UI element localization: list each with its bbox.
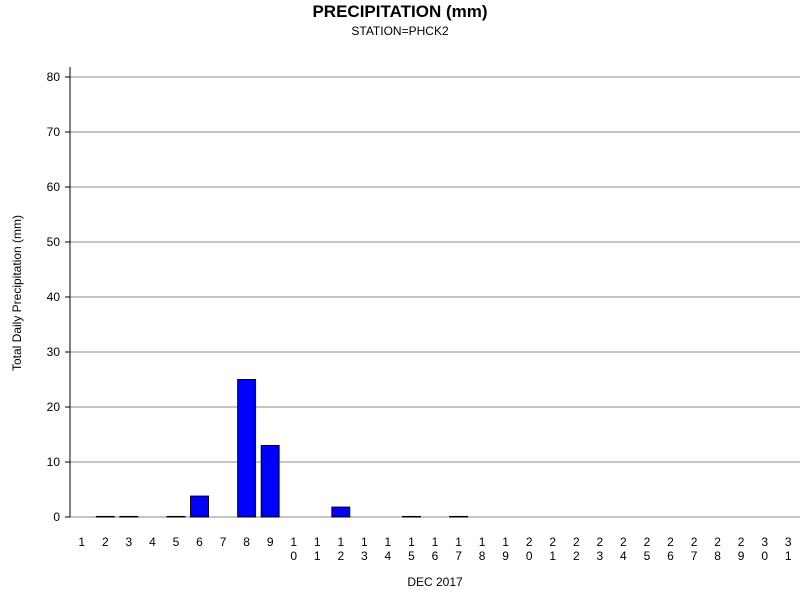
chart-title: PRECIPITATION (mm): [312, 2, 487, 21]
x-tick-label: 2: [102, 535, 109, 549]
y-tick-label: 10: [47, 455, 61, 469]
bar: [166, 515, 186, 518]
y-tick-label: 60: [47, 180, 61, 194]
bar: [449, 515, 468, 518]
y-axis-label: Total Daily Precipitation (mm): [10, 215, 24, 371]
bar: [331, 506, 351, 518]
bar: [237, 379, 257, 518]
y-tick-label: 40: [47, 290, 61, 304]
x-tick-label: 4: [149, 535, 156, 549]
x-tick-label: 5: [173, 535, 180, 549]
y-tick-label: 0: [53, 510, 60, 524]
y-tick-label: 30: [47, 345, 61, 359]
x-tick-label: 6: [196, 535, 203, 549]
y-tick-label: 70: [47, 125, 61, 139]
x-tick-label: 3: [126, 535, 133, 549]
bar: [95, 515, 115, 518]
bar: [260, 445, 280, 518]
x-tick-label: 7: [220, 535, 227, 549]
x-tick-label: 8: [243, 535, 250, 549]
x-tick-label: 1: [78, 535, 85, 549]
x-axis-label: DEC 2017: [407, 575, 463, 589]
y-tick-label: 20: [47, 400, 61, 414]
y-tick-label: 50: [47, 235, 61, 249]
x-tick-label: 9: [267, 535, 274, 549]
y-tick-label: 80: [47, 70, 61, 84]
bar: [190, 495, 209, 518]
bar: [402, 515, 421, 518]
bar: [119, 515, 139, 518]
chart-subtitle: STATION=PHCK2: [351, 24, 449, 38]
